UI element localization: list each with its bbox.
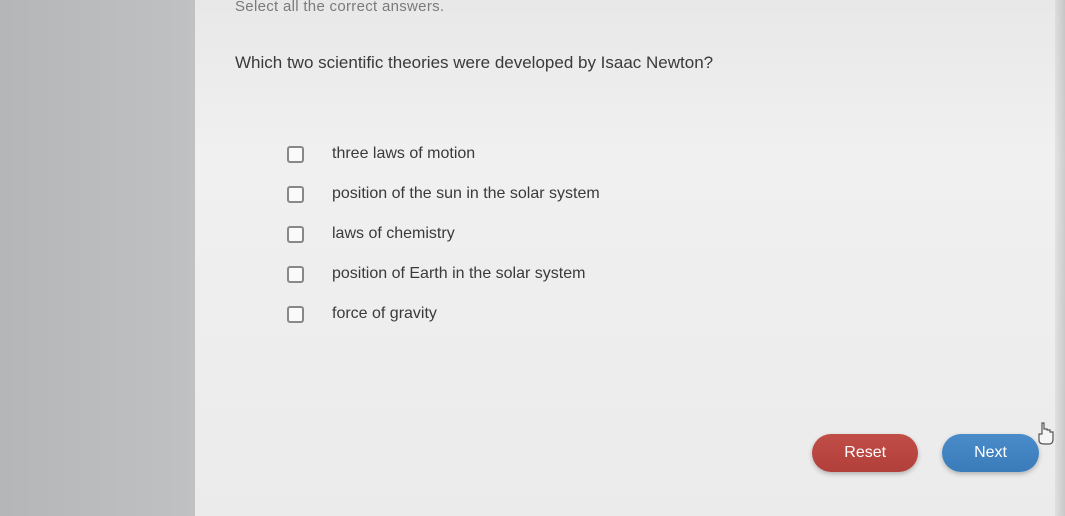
question-content-area: Select all the correct answers. Which tw… (195, 0, 1065, 516)
option-label: position of Earth in the solar system (332, 265, 585, 283)
option-checkbox-1[interactable] (287, 186, 304, 203)
option-checkbox-4[interactable] (287, 306, 304, 323)
option-row: force of gravity (287, 305, 1025, 323)
option-checkbox-2[interactable] (287, 226, 304, 243)
option-label: force of gravity (332, 305, 437, 323)
left-margin-panel (0, 0, 195, 516)
options-list: three laws of motion position of the sun… (287, 145, 1025, 323)
option-row: position of the sun in the solar system (287, 185, 1025, 203)
button-row: Reset Next (812, 434, 1039, 472)
instruction-text: Select all the correct answers. (235, 0, 1025, 15)
option-checkbox-0[interactable] (287, 146, 304, 163)
option-checkbox-3[interactable] (287, 266, 304, 283)
next-button[interactable]: Next (942, 434, 1039, 472)
option-row: position of Earth in the solar system (287, 265, 1025, 283)
reset-button[interactable]: Reset (812, 434, 918, 472)
option-row: laws of chemistry (287, 225, 1025, 243)
question-text: Which two scientific theories were devel… (235, 53, 1025, 73)
option-row: three laws of motion (287, 145, 1025, 163)
option-label: laws of chemistry (332, 225, 455, 243)
option-label: position of the sun in the solar system (332, 185, 600, 203)
right-edge-shadow (1055, 0, 1065, 516)
option-label: three laws of motion (332, 145, 475, 163)
